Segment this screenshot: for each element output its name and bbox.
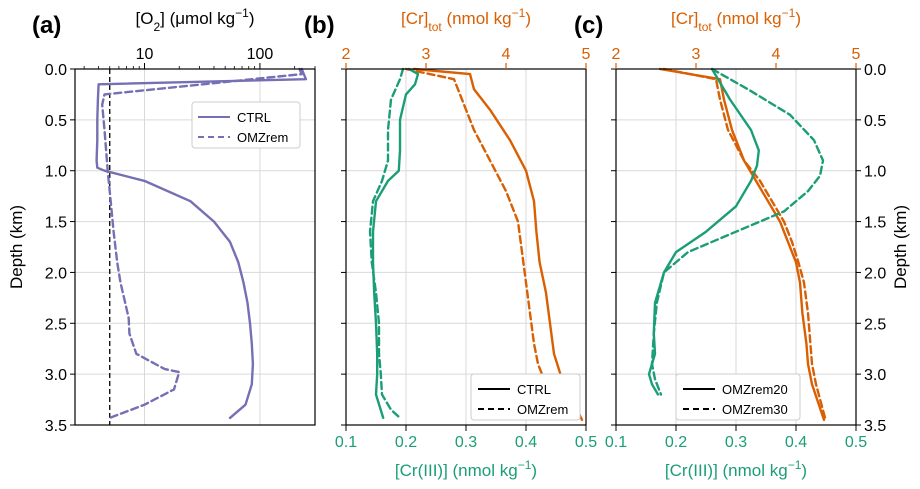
top-x-tick-label: 4 xyxy=(502,46,511,63)
bottom-x-tick-label: 0.1 xyxy=(605,434,627,451)
y-tick-label: 1.5 xyxy=(864,215,886,232)
panel-a-frame xyxy=(74,68,316,426)
panel-b-series xyxy=(368,67,584,422)
bottom-x-tick-label: 0.3 xyxy=(455,434,477,451)
y-tick-label: 1.0 xyxy=(864,164,886,181)
y-tick-label: 3.0 xyxy=(864,367,886,384)
panel-b-legend-label-ctrl: CTRL xyxy=(517,382,551,397)
panel-b-bottom-axis-label: [Cr(III)] (nmol kg−1) xyxy=(395,458,537,480)
panel-c-y-axis-label: Depth (km) xyxy=(891,205,910,289)
series-omzrem30 xyxy=(662,67,827,422)
panel-a-legend-label-ctrl: CTRL xyxy=(237,110,271,125)
panel-c-label: (c) xyxy=(574,12,603,39)
panel-b-legend: CTRL OMZrem xyxy=(470,373,581,421)
panel-b: 0.1 0.2 0.3 0.4 0.5 2 3 4 5 (b) [Cr]tot (nmol kg… xyxy=(304,6,597,480)
panel-a-legend-label-omzrem: OMZrem xyxy=(237,130,288,145)
y-tick-label: 3.0 xyxy=(45,367,67,384)
top-x-tick-label: 2 xyxy=(612,46,621,63)
panel-c-series xyxy=(647,67,827,422)
bottom-x-tick-label: 0.3 xyxy=(725,434,747,451)
panel-c-legend-label-omzrem30: OMZrem30 xyxy=(722,402,788,417)
y-tick-label: 0.5 xyxy=(45,113,67,130)
bottom-x-tick-label: 0.5 xyxy=(575,434,597,451)
panel-a-label: (a) xyxy=(32,12,61,39)
series-ctrl-criii xyxy=(371,67,420,420)
series-omzrem20 xyxy=(658,67,826,422)
panel-b-top-axis-label: [Cr]tot (nmol kg−1) xyxy=(401,6,531,34)
series-ctrl xyxy=(412,67,584,422)
series-omzrem20-criii xyxy=(647,67,760,396)
bottom-x-tick-label: 0.5 xyxy=(845,434,867,451)
panel-b-grid xyxy=(346,69,586,425)
panel-a-series xyxy=(95,67,308,420)
x-tick-label: 100 xyxy=(247,46,274,63)
y-tick-label: 0.5 xyxy=(864,113,886,130)
top-x-tick-label: 3 xyxy=(422,46,431,63)
top-x-tick-label: 5 xyxy=(582,46,591,63)
series-omzrem30-criii xyxy=(650,67,825,396)
bottom-x-tick-label: 0.1 xyxy=(335,434,357,451)
series-omzrem xyxy=(404,67,576,422)
panel-a-legend: CTRL OMZrem xyxy=(191,101,301,149)
panel-b-ticks: 0.1 0.2 0.3 0.4 0.5 2 3 4 5 xyxy=(335,46,597,451)
bottom-x-tick-label: 0.2 xyxy=(665,434,687,451)
y-tick-label: 1.0 xyxy=(45,164,67,181)
panel-b-label: (b) xyxy=(304,12,335,39)
panel-c-legend: OMZrem20 OMZrem30 xyxy=(675,373,801,421)
top-x-tick-label: 3 xyxy=(692,46,701,63)
top-x-tick-label: 5 xyxy=(852,46,861,63)
series-omzrem xyxy=(100,67,303,420)
bottom-x-tick-label: 0.2 xyxy=(395,434,417,451)
series-ctrl xyxy=(95,67,308,420)
y-tick-label: 1.5 xyxy=(45,215,67,232)
panel-a-y-ticks: 0.0 0.5 1.0 1.5 2.0 2.5 3.0 3.5 xyxy=(45,62,75,435)
bottom-x-tick-label: 0.4 xyxy=(785,434,807,451)
y-tick-label: 2.5 xyxy=(864,316,886,333)
panel-c: 0.0 0.5 1.0 1.5 2.0 2.5 3.0 3.5 0.1 0.2 0.3 0.4 0.5 2… xyxy=(574,6,910,480)
panel-c-grid xyxy=(616,69,856,425)
y-tick-label: 2.0 xyxy=(864,265,886,282)
panel-c-ticks: 0.0 0.5 1.0 1.5 2.0 2.5 3.0 3.5 0.1 0.2 0.3 0.4 0.5 2… xyxy=(605,46,886,451)
top-x-tick-label: 2 xyxy=(342,46,351,63)
y-tick-label: 3.5 xyxy=(45,418,67,435)
bottom-x-tick-label: 0.4 xyxy=(515,434,537,451)
panel-a-top-axis-label: [O2] (μmol kg−1) xyxy=(136,6,255,34)
panel-b-legend-label-omzrem: OMZrem xyxy=(517,402,568,417)
y-tick-label: 0.0 xyxy=(864,62,886,79)
panel-a: 0.0 0.5 1.0 1.5 2.0 2.5 3.0 3.5 10 100 (a) [O2] … xyxy=(7,6,316,435)
panel-a-grid xyxy=(75,69,315,425)
y-tick-label: 3.5 xyxy=(864,418,886,435)
x-tick-label: 10 xyxy=(136,46,154,63)
y-tick-label: 0.0 xyxy=(45,62,67,79)
y-tick-label: 2.5 xyxy=(45,316,67,333)
panel-a-x-ticks: 10 100 xyxy=(83,46,316,69)
y-tick-label: 2.0 xyxy=(45,265,67,282)
panel-c-legend-label-omzrem20: OMZrem20 xyxy=(722,382,788,397)
panel-a-y-axis-label: Depth (km) xyxy=(7,205,26,289)
top-x-tick-label: 4 xyxy=(772,46,781,63)
series-omzrem-criii xyxy=(368,67,405,420)
panel-c-top-axis-label: [Cr]tot (nmol kg−1) xyxy=(671,6,801,34)
panel-c-bottom-axis-label: [Cr(III)] (nmol kg−1) xyxy=(665,458,807,480)
